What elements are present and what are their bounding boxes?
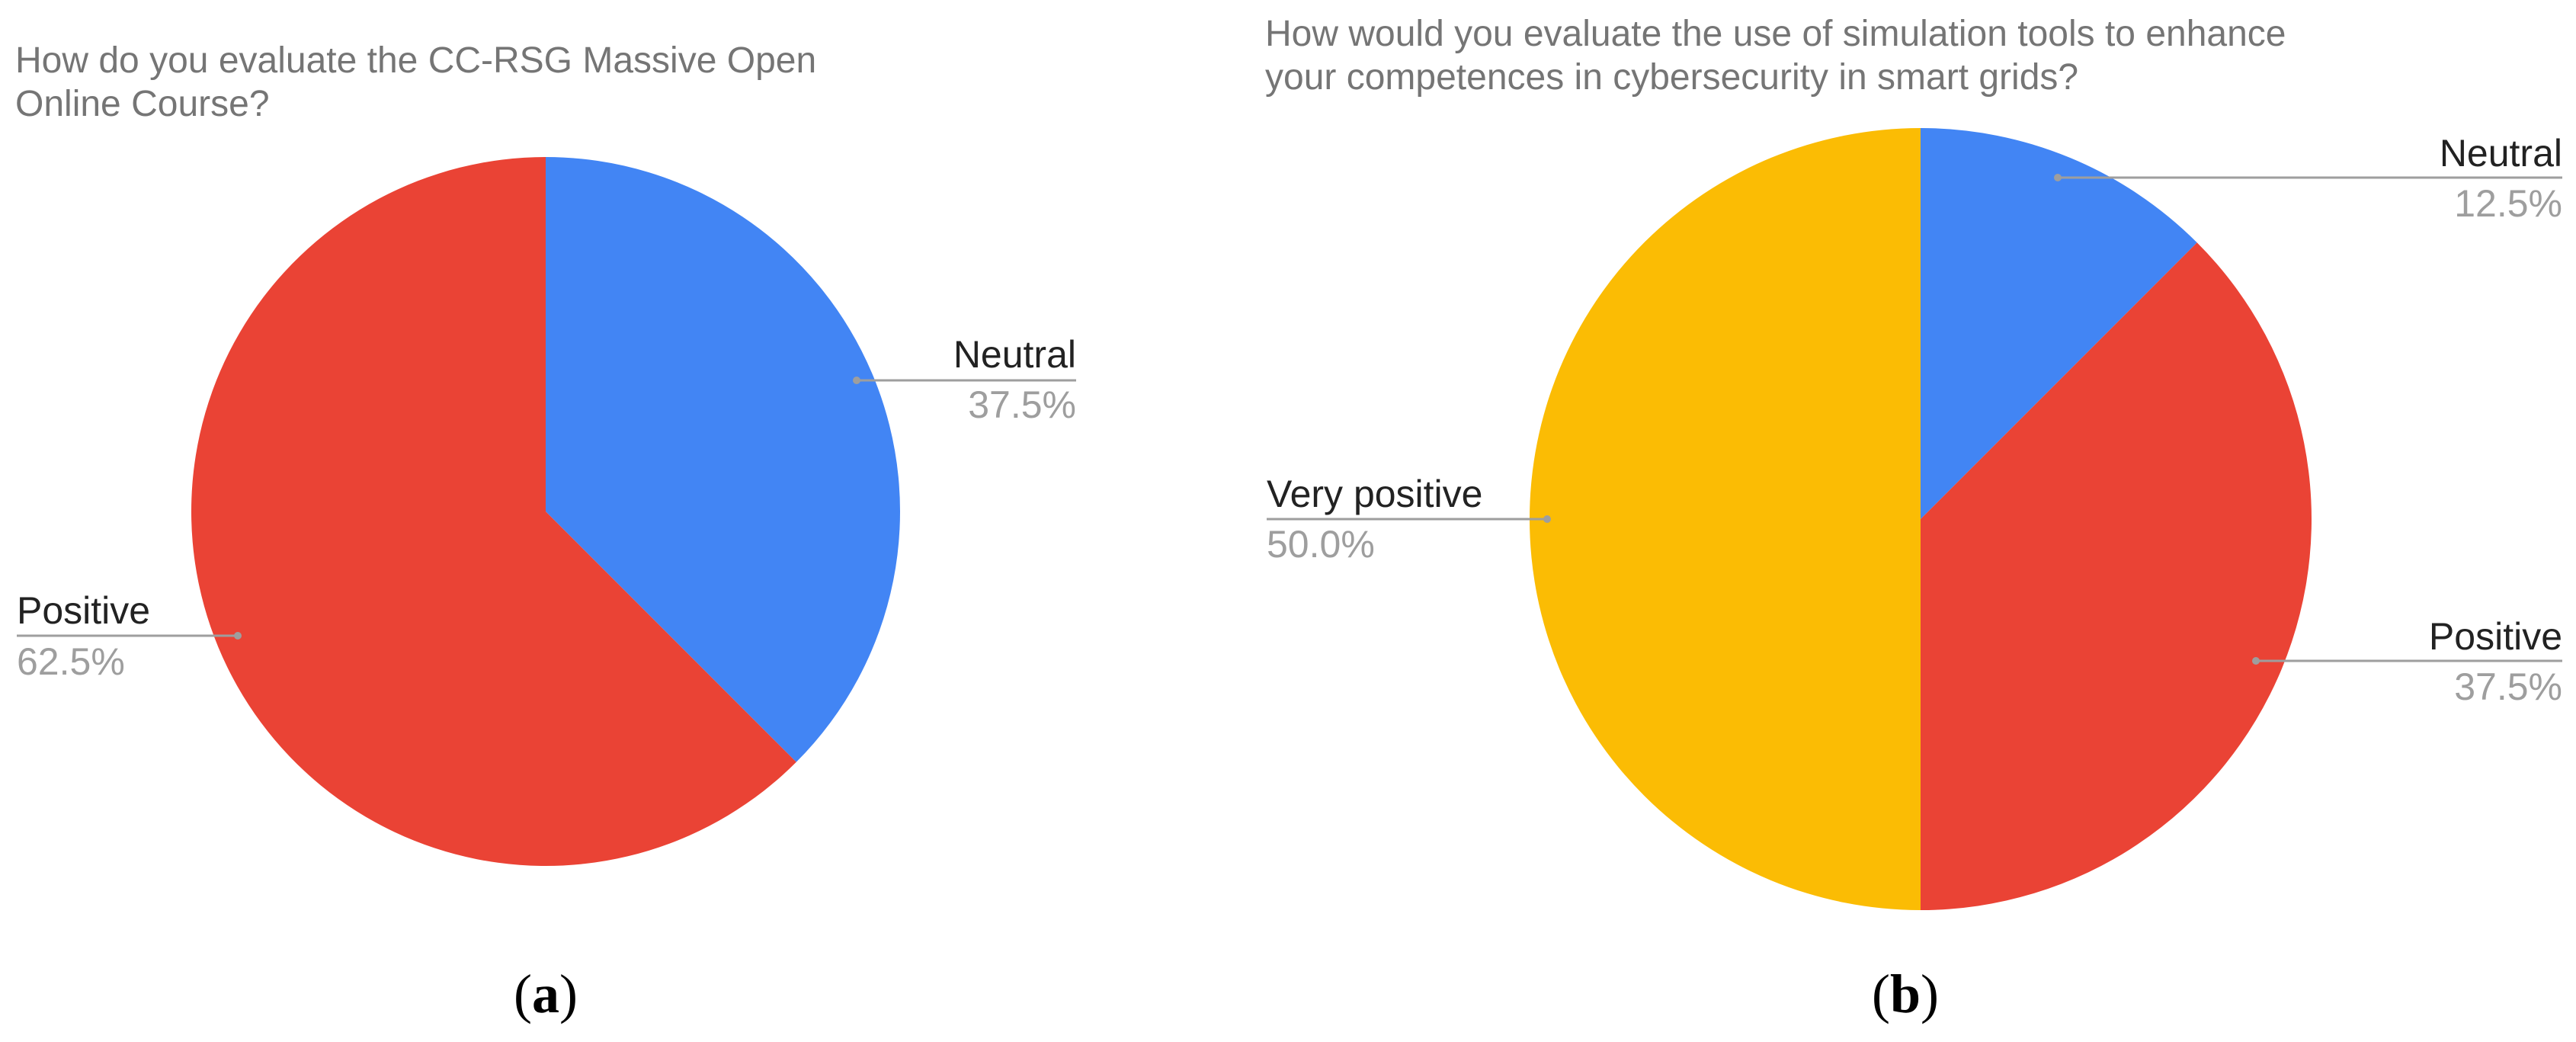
chart-a: How do you evaluate the CC-RSG Massive O… xyxy=(15,40,1076,1024)
panel-label-b-letter: b xyxy=(1890,963,1921,1024)
chart-a-title-line-1: How do you evaluate the CC-RSG Massive O… xyxy=(15,40,816,81)
chart-a-value-neutral: 37.5% xyxy=(968,383,1076,426)
panel-label-a: (a) xyxy=(514,963,578,1024)
chart-b-slice-positive xyxy=(1921,242,2312,910)
chart-b-label-neutral: Neutral xyxy=(2440,132,2562,175)
chart-a-label-positive: Positive xyxy=(17,589,150,632)
chart-b-label-positive: Positive xyxy=(2429,615,2562,658)
chart-b-value-neutral: 12.5% xyxy=(2454,182,2562,225)
chart-b-title-line-2: your competences in cybersecurity in sma… xyxy=(1265,57,2078,98)
chart-a-title-line-2: Online Course? xyxy=(15,84,270,124)
panel-label-a-letter: a xyxy=(532,963,559,1024)
chart-a-slice-positive xyxy=(191,157,796,866)
chart-b-label-very-positive: Very positive xyxy=(1267,473,1482,515)
chart-b-title: How would you evaluate the use of simula… xyxy=(1265,14,2296,98)
chart-b-slice-neutral xyxy=(1921,128,2197,519)
chart-b: How would you evaluate the use of simula… xyxy=(1265,14,2562,1024)
panel-label-b: (b) xyxy=(1872,963,1939,1024)
chart-b-value-positive: 37.5% xyxy=(2454,665,2562,708)
chart-a-value-positive: 62.5% xyxy=(17,640,125,683)
chart-b-value-very-positive: 50.0% xyxy=(1267,523,1375,566)
chart-a-slice-neutral xyxy=(546,157,901,762)
chart-a-title: How do you evaluate the CC-RSG Massive O… xyxy=(15,40,827,124)
chart-b-slice-very-positive xyxy=(1530,128,1921,910)
chart-a-label-neutral: Neutral xyxy=(953,333,1076,376)
chart-b-title-line-1: How would you evaluate the use of simula… xyxy=(1265,14,2286,54)
